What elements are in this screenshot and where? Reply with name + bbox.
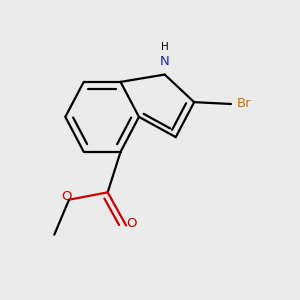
- Text: O: O: [61, 190, 71, 203]
- Text: H: H: [161, 42, 169, 52]
- Text: Br: Br: [236, 98, 251, 110]
- Text: O: O: [127, 217, 137, 230]
- Text: N: N: [160, 55, 169, 68]
